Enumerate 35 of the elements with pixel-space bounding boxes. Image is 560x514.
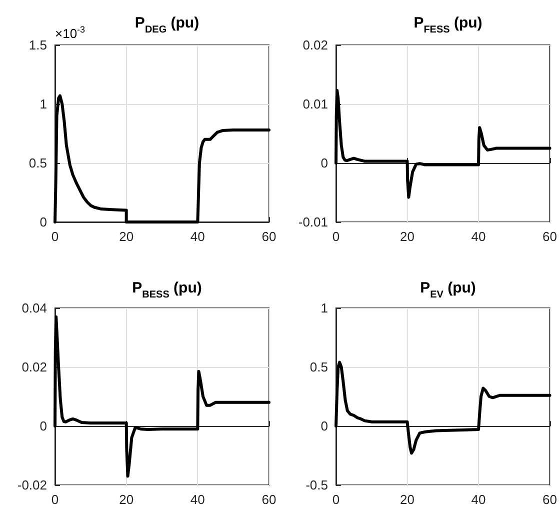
line-series — [334, 360, 552, 455]
x-tick-label: 0 — [51, 229, 59, 244]
x-tick-label: 20 — [119, 229, 134, 244]
y-tick-label: 0.02 — [302, 38, 328, 52]
y-tick-label: 1 — [40, 96, 47, 112]
x-tick-label: 60 — [542, 492, 558, 507]
x-tick-label: 20 — [400, 492, 414, 507]
y-tick-label: 0.02 — [22, 360, 47, 374]
x-tick-label: 40 — [471, 229, 486, 244]
y-tick-label: -0.01 — [298, 214, 328, 230]
x-tick-label: 60 — [542, 229, 558, 244]
x-tick-label: 60 — [262, 492, 276, 507]
y-tick-label: 0.5 — [28, 156, 47, 170]
y-tick-label: 0 — [320, 418, 328, 434]
x-tick-label: 40 — [471, 492, 486, 507]
x-tick-label: 40 — [190, 229, 205, 244]
x-tick-label: 20 — [400, 229, 414, 244]
y-tick-label: 0 — [40, 418, 47, 434]
y-tick-label: 0.04 — [22, 300, 47, 316]
y-tick-label: 0 — [320, 156, 328, 170]
x-tick-label: 0 — [332, 492, 340, 507]
y-tick-label: 1.5 — [28, 38, 47, 52]
x-tick-label: 0 — [332, 229, 340, 244]
x-tick-label: 0 — [51, 492, 59, 507]
x-tick-label: 40 — [190, 492, 205, 507]
y-tick-label: -0.5 — [306, 478, 328, 492]
y-tick-label: 1 — [320, 300, 328, 316]
x-tick-label: 60 — [262, 229, 276, 244]
y-tick-label: 0.01 — [302, 96, 328, 112]
y-tick-label: 0.5 — [310, 360, 328, 374]
y-tick-label: -0.02 — [17, 478, 47, 492]
line-series — [54, 315, 270, 478]
line-series — [334, 88, 552, 199]
x-tick-label: 20 — [119, 492, 134, 507]
y-tick-label: 0 — [40, 214, 47, 230]
